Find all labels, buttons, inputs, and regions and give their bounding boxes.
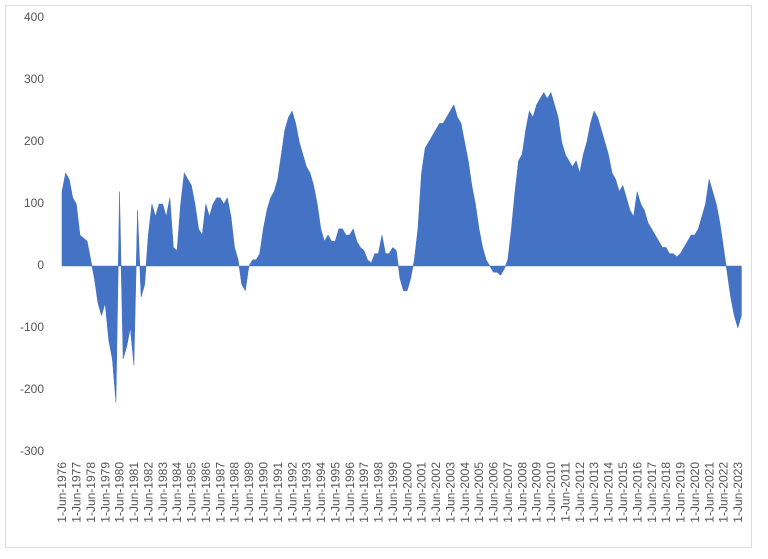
x-tick-label: 1-Jun-2006 (487, 462, 501, 523)
x-tick-label: 1-Jun-2005 (472, 462, 486, 523)
y-tick-label: 200 (24, 134, 44, 148)
x-tick-label: 1-Jun-2022 (717, 462, 731, 523)
x-tick-label: 1-Jun-2008 (515, 462, 529, 523)
x-tick-label: 1-Jun-1992 (285, 462, 299, 523)
x-tick-label: 1-Jun-2020 (688, 462, 702, 523)
x-tick-label: 1-Jun-1999 (386, 462, 400, 523)
x-tick-label: 1-Jun-2003 (443, 462, 457, 523)
x-tick-label: 1-Jun-2021 (702, 462, 716, 523)
x-tick-label: 1-Jun-2012 (573, 462, 587, 523)
x-tick-label: 1-Jun-1978 (84, 462, 98, 523)
x-tick-label: 1-Jun-1995 (328, 462, 342, 523)
x-tick-label: 1-Jun-1980 (113, 462, 127, 523)
x-tick-label: 1-Jun-1996 (343, 462, 357, 523)
x-tick-label: 1-Jun-2023 (731, 462, 745, 523)
x-tick-label: 1-Jun-2017 (645, 462, 659, 523)
x-tick-label: 1-Jun-2010 (544, 462, 558, 523)
x-tick-label: 1-Jun-1997 (357, 462, 371, 523)
x-tick-label: 1-Jun-1989 (242, 462, 256, 523)
x-tick-label: 1-Jun-1984 (170, 462, 184, 523)
y-tick-label: -200 (20, 382, 44, 396)
x-tick-label: 1-Jun-2004 (458, 462, 472, 523)
x-tick-label: 1-Jun-1981 (127, 462, 141, 523)
x-tick-label: 1-Jun-1985 (185, 462, 199, 523)
x-tick-label: 1-Jun-1982 (141, 462, 155, 523)
x-tick-label: 1-Jun-2007 (501, 462, 515, 523)
y-tick-label: 400 (24, 10, 44, 24)
x-tick-label: 1-Jun-1998 (372, 462, 386, 523)
x-tick-label: 1-Jun-1988 (228, 462, 242, 523)
x-tick-label: 1-Jun-1987 (213, 462, 227, 523)
y-tick-label: 100 (24, 196, 44, 210)
x-tick-label: 1-Jun-2014 (602, 462, 616, 523)
y-tick-label: 0 (37, 258, 44, 272)
x-tick-label: 1-Jun-2015 (616, 462, 630, 523)
x-tick-label: 1-Jun-1991 (271, 462, 285, 523)
x-tick-label: 1-Jun-2000 (400, 462, 414, 523)
x-tick-label: 1-Jun-2001 (415, 462, 429, 523)
x-tick-label: 1-Jun-1986 (199, 462, 213, 523)
x-tick-label: 1-Jun-1979 (98, 462, 112, 523)
y-tick-label: -300 (20, 444, 44, 458)
y-tick-label: 300 (24, 72, 44, 86)
x-tick-label: 1-Jun-1993 (300, 462, 314, 523)
x-tick-label: 1-Jun-2011 (558, 462, 572, 522)
x-tick-label: 1-Jun-1976 (55, 462, 69, 523)
y-tick-label: -100 (20, 320, 44, 334)
x-tick-label: 1-Jun-2009 (530, 462, 544, 523)
x-tick-label: 1-Jun-2002 (429, 462, 443, 523)
x-tick-label: 1-Jun-1983 (156, 462, 170, 523)
x-tick-label: 1-Jun-2019 (674, 462, 688, 523)
x-tick-label: 1-Jun-2013 (587, 462, 601, 523)
x-tick-label: 1-Jun-1977 (70, 462, 84, 523)
x-tick-label: 1-Jun-1990 (256, 462, 270, 523)
x-tick-label: 1-Jun-2018 (659, 462, 673, 523)
x-tick-label: 1-Jun-1994 (314, 462, 328, 523)
x-tick-label: 1-Jun-2016 (630, 462, 644, 523)
area (61, 91, 742, 403)
